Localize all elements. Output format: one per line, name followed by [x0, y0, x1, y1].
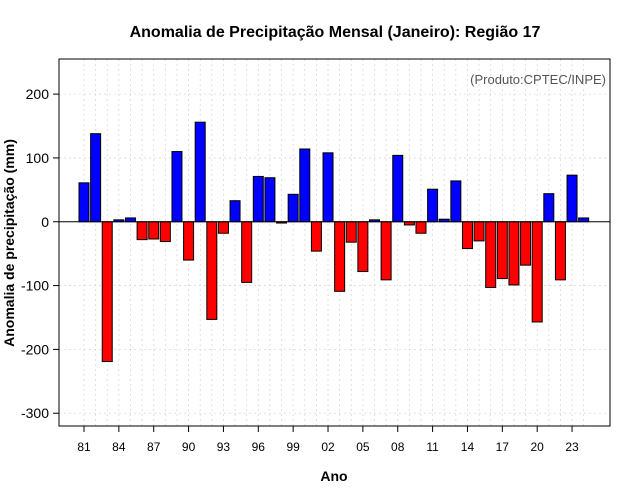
- grid: [59, 59, 610, 426]
- bar-1982: [90, 133, 102, 223]
- x-tick-label: 81: [77, 440, 91, 454]
- bar-1996: [252, 175, 264, 223]
- y-axis-title: Anomalia de precipitação (mm): [1, 139, 17, 347]
- bar-2004: [345, 221, 357, 243]
- x-tick-label: 08: [391, 440, 405, 454]
- y-tick-label: 100: [26, 150, 50, 166]
- x-tick-label: 02: [321, 440, 335, 454]
- x-tick-label: 93: [217, 440, 231, 454]
- bar-2018: [508, 221, 520, 286]
- bar-2017: [496, 221, 508, 280]
- credit-annotation: (Produto:CPTEC/INPE): [470, 72, 606, 87]
- bar-2024: [578, 217, 590, 223]
- bar-2011: [427, 188, 439, 223]
- bar-1991: [194, 121, 206, 223]
- bar-1985: [124, 217, 136, 223]
- y-tick-label: -100: [21, 278, 49, 294]
- bar-2000: [299, 148, 311, 223]
- bar-1999: [287, 193, 299, 223]
- y-tick-label: 0: [41, 214, 49, 230]
- bar-1981: [78, 182, 90, 223]
- bar-2021: [543, 193, 555, 223]
- bar-1983: [101, 221, 113, 363]
- x-tick-label: 20: [531, 440, 545, 454]
- bar-2007: [380, 221, 392, 281]
- bar-2001: [310, 221, 322, 252]
- chart-title: Anomalia de Precipitação Mensal (Janeiro…: [130, 24, 541, 41]
- bar-1988: [159, 221, 171, 243]
- x-axis-title: Ano: [320, 468, 347, 484]
- x-tick-label: 87: [147, 440, 161, 454]
- bar-2022: [554, 221, 566, 281]
- y-tick-label: 200: [26, 86, 50, 102]
- x-tick-label: 05: [356, 440, 370, 454]
- bar-2016: [485, 221, 497, 288]
- bar-2010: [415, 221, 427, 234]
- y-tick-label: -200: [21, 341, 49, 357]
- bar-1992: [206, 221, 218, 320]
- x-tick-label: 90: [182, 440, 196, 454]
- bar-1990: [183, 221, 195, 261]
- bar-2014: [461, 221, 473, 250]
- x-tick-label: 11: [426, 440, 439, 454]
- y-axis: -300 -200 -100 0 100 200: [21, 86, 59, 421]
- bar-2008: [392, 154, 404, 223]
- bar-2002: [322, 152, 334, 223]
- y-tick-label: -300: [21, 405, 49, 421]
- x-tick-label: 99: [286, 440, 300, 454]
- bar-1986: [136, 221, 148, 241]
- x-tick-label: 14: [461, 440, 475, 454]
- bar-1995: [241, 221, 253, 283]
- bar-1987: [148, 221, 160, 240]
- bar-2019: [520, 221, 532, 266]
- bar-2015: [473, 221, 485, 242]
- x-tick-label: 96: [252, 440, 266, 454]
- x-tick-label: 17: [496, 440, 510, 454]
- bar-1993: [217, 221, 229, 234]
- x-axis: 81 84 87 90 93 96 99 02 05 08 11 14 17 20 23: [77, 426, 579, 454]
- plot-frame: [58, 58, 611, 427]
- bar-1997: [264, 177, 276, 223]
- x-tick-label: 84: [112, 440, 126, 454]
- bar-2023: [566, 174, 578, 223]
- bar-1994: [229, 200, 241, 223]
- bar-1989: [171, 151, 183, 223]
- bar-2013: [450, 180, 462, 223]
- bar-2003: [334, 221, 346, 292]
- x-tick-label: 23: [565, 440, 579, 454]
- bar-2020: [531, 221, 543, 323]
- bar-2005: [357, 221, 369, 273]
